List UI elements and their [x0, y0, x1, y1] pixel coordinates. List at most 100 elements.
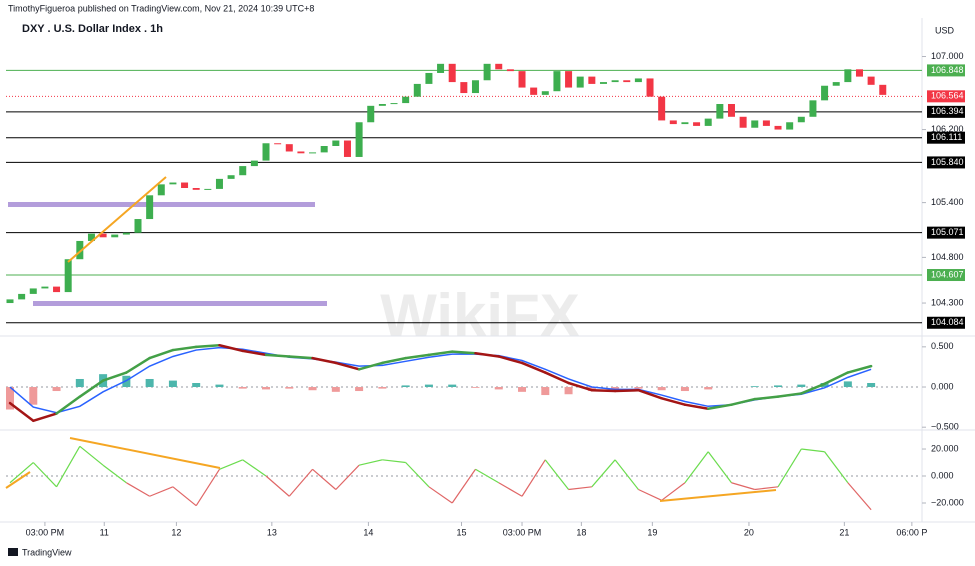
oscillator-segment [79, 445, 104, 466]
candle [309, 152, 317, 154]
trend-line [659, 489, 777, 502]
x-tick-label: 03:00 PM [503, 527, 542, 537]
macd-segment [497, 355, 524, 365]
histogram-bar [285, 387, 294, 389]
macd-segment [730, 397, 757, 406]
candle [588, 76, 596, 84]
x-tick-label: 03:00 PM [26, 527, 65, 537]
x-tick-label: 14 [363, 527, 373, 537]
histogram-bar [378, 387, 387, 389]
candle [192, 188, 200, 190]
zone [8, 202, 315, 207]
y-tick-label: 20.000 [931, 443, 959, 453]
macd-segment [8, 401, 35, 423]
candle [297, 151, 305, 154]
candle [250, 160, 258, 167]
zone [33, 301, 327, 306]
histogram-bar [192, 383, 201, 388]
histogram-bar [52, 387, 61, 392]
candle [506, 69, 514, 72]
histogram-bar [75, 378, 84, 388]
x-tick-label: 19 [647, 527, 657, 537]
watermark: WikiFX [380, 282, 579, 349]
histogram-bar [750, 386, 759, 388]
macd-segment [357, 361, 384, 371]
candle [716, 104, 724, 119]
brand: TradingView [22, 547, 72, 557]
macd-segment [241, 349, 268, 357]
level-label: 106.848 [931, 65, 964, 75]
histogram-bar [541, 387, 550, 396]
histogram-bar [238, 387, 247, 389]
oscillator-segment [568, 486, 592, 491]
macd-segment [125, 356, 151, 374]
oscillator-segment [428, 486, 453, 504]
trend-line [5, 471, 31, 489]
candle [832, 82, 840, 86]
oscillator-segment [126, 482, 150, 497]
candle [762, 120, 770, 126]
y-tick-label: −20.000 [931, 497, 964, 507]
macd-segment [381, 356, 407, 365]
oscillator-segment [847, 482, 872, 511]
oscillator-segment [801, 448, 825, 453]
brand-logo [8, 548, 18, 556]
oscillator-segment [521, 459, 546, 497]
trend-line [69, 437, 221, 469]
oscillator-segment [475, 468, 500, 484]
candle [576, 76, 584, 88]
macd-segment [427, 350, 454, 357]
plot-layer: 107.000 106.200 105.400 104.800 104.300 106.8… [6, 51, 965, 537]
histogram-bar [634, 387, 643, 389]
candle [239, 166, 247, 176]
candle [658, 96, 666, 121]
macd-segment [148, 348, 175, 360]
candle [99, 233, 107, 238]
histogram-bar [331, 387, 340, 392]
candle [285, 144, 293, 152]
candle [402, 96, 410, 104]
histogram-bar [843, 381, 852, 388]
candle [681, 122, 689, 125]
oscillator-segment [754, 486, 779, 491]
candle [669, 120, 677, 125]
macd-segment [753, 395, 780, 401]
candle [64, 259, 72, 293]
y-tick-label: 104.300 [931, 297, 964, 307]
oscillator-segment [288, 468, 314, 497]
currency: USD [935, 25, 955, 35]
oscillator-segment [405, 462, 430, 488]
candle [530, 87, 538, 95]
histogram-bar [867, 383, 876, 388]
macd-segment [32, 412, 58, 423]
macd-segment [474, 352, 500, 358]
macd-segment [101, 371, 128, 382]
candle [53, 286, 61, 293]
histogram-bar [168, 380, 177, 388]
candle [146, 195, 154, 220]
histogram-bar [657, 387, 666, 391]
candle [751, 120, 759, 128]
histogram-bar [494, 387, 503, 390]
level-label: 106.394 [931, 106, 964, 116]
candle [774, 125, 782, 130]
level-label: 104.084 [931, 317, 964, 327]
candle [786, 122, 794, 130]
candle [844, 69, 852, 83]
macd-segment [218, 343, 244, 353]
histogram-bar [448, 384, 457, 388]
candle [471, 80, 479, 94]
oscillator-segment [777, 448, 802, 488]
candle [76, 240, 84, 260]
publisher: TimothyFigueroa published on TradingView… [8, 3, 314, 13]
candle [867, 76, 875, 85]
candle [727, 104, 735, 117]
macd-segment [567, 381, 594, 392]
macd-segment [776, 392, 803, 398]
macd-segment [404, 353, 431, 360]
last-price-label: 106.564 [931, 91, 964, 101]
histogram-bar [308, 387, 317, 391]
y-tick-label: 0.000 [931, 470, 954, 480]
macd-segment [706, 403, 733, 410]
candle [227, 175, 235, 179]
